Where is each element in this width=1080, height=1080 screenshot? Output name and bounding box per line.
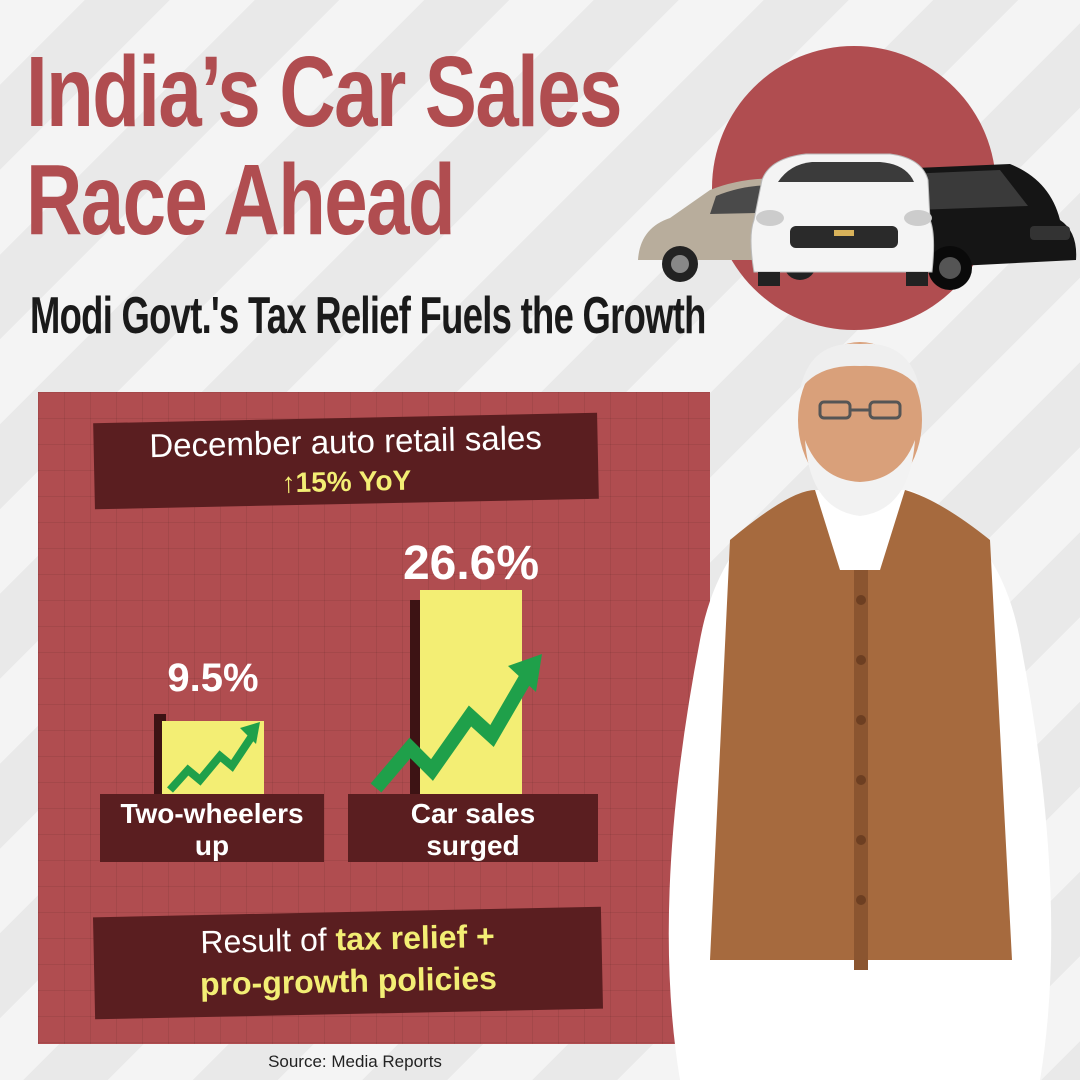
source-note: Source: Media Reports — [268, 1052, 442, 1071]
category-label-car-sales: Car sales surged — [348, 794, 598, 862]
category-label-line: Car sales — [410, 798, 536, 829]
value-label: 26.6% — [402, 537, 540, 590]
headline-text: December auto retail sales ↑15% YoY — [93, 417, 599, 508]
category-label-line: surged — [426, 830, 520, 861]
conclusion-prefix: Result of — [200, 921, 336, 961]
value-label: 9.5% — [167, 656, 259, 700]
growth-arrow-icon — [167, 722, 260, 793]
subtitle: Modi Govt.'s Tax Relief Fuels the Growth — [30, 287, 706, 345]
page-title: India’s Car Sales Race Ahead — [26, 36, 622, 256]
conclusion-text: Result of tax relief + pro-growth polici… — [93, 913, 603, 1008]
category-label-two-wheelers: Two-wheelers up — [100, 794, 324, 862]
growth-arrow-icon — [370, 654, 542, 793]
category-label-line: Two-wheelers — [120, 798, 304, 829]
category-label-line: up — [194, 830, 230, 861]
conclusion-highlight: tax relief + — [335, 917, 496, 958]
white-car — [750, 153, 935, 286]
cars-illustration — [638, 153, 1077, 290]
person-photo — [668, 342, 1052, 1080]
